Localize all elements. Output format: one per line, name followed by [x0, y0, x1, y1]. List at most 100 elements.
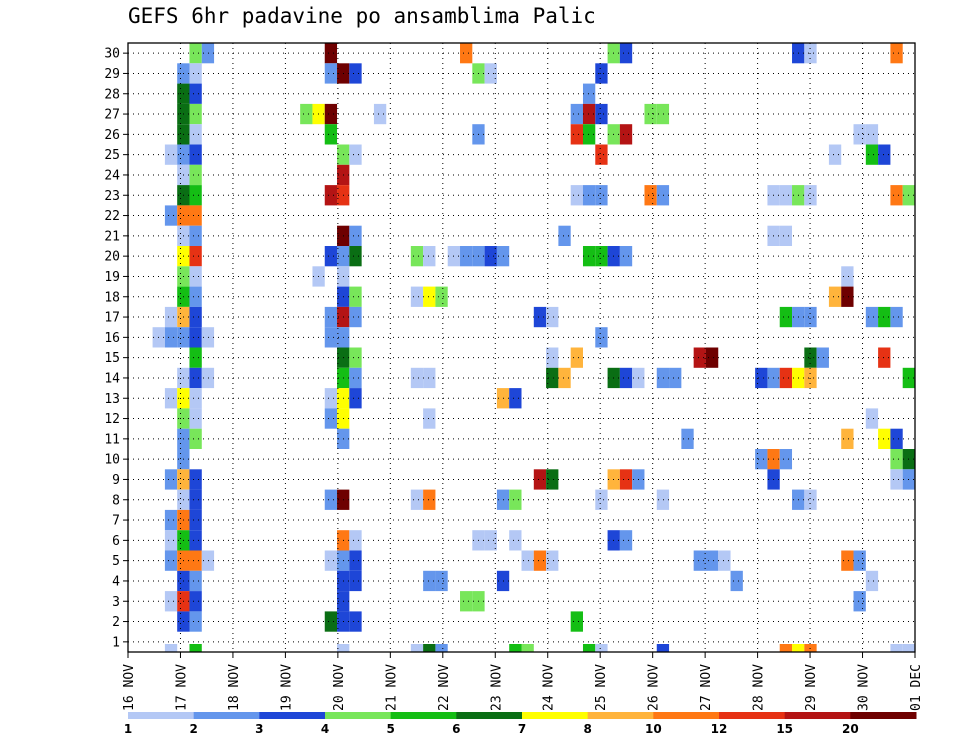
y-tick-label: 25	[104, 148, 120, 163]
precip-cell	[189, 611, 202, 632]
precip-cell	[423, 489, 436, 510]
x-tick-label: 21 NOV	[384, 664, 399, 711]
x-tick-label: 16 NOV	[122, 664, 137, 711]
precip-cell	[902, 644, 915, 652]
precip-cell	[693, 347, 706, 368]
y-tick-label: 22	[104, 209, 120, 224]
precip-cell	[890, 644, 903, 652]
precip-cell	[189, 591, 202, 612]
precip-cell	[324, 124, 338, 145]
precip-cell	[853, 124, 866, 145]
y-tick-label: 15	[104, 351, 120, 366]
precip-cell	[423, 246, 436, 267]
y-tick-label: 28	[104, 87, 120, 102]
precip-cell	[189, 367, 202, 389]
precip-cell	[779, 185, 793, 206]
precip-cell	[189, 530, 202, 551]
precip-cell	[189, 550, 202, 571]
precip-cell	[546, 469, 559, 490]
precip-cell	[595, 644, 608, 652]
precip-cell	[189, 347, 202, 368]
precip-cell	[619, 367, 633, 389]
precip-cell	[595, 489, 608, 510]
precip-cell	[595, 185, 608, 206]
precip-cell	[189, 225, 202, 246]
precip-cell	[755, 449, 768, 470]
precip-cell	[582, 83, 596, 104]
precip-cell	[841, 286, 854, 307]
precip-cell	[189, 246, 202, 267]
precip-cell	[656, 489, 670, 510]
precip-cell	[779, 306, 793, 328]
precip-cell	[423, 644, 436, 652]
precip-cell	[890, 306, 903, 328]
precip-cell	[349, 347, 362, 368]
legend-label: 2	[189, 722, 197, 736]
precip-cell	[595, 103, 608, 125]
precip-cell	[865, 124, 879, 145]
precip-cell	[619, 246, 633, 267]
y-tick-label: 16	[104, 331, 120, 346]
precip-cell	[595, 63, 608, 84]
y-tick-label: 19	[104, 270, 120, 285]
precip-cell	[164, 388, 178, 409]
precip-cell	[164, 469, 178, 490]
y-tick-label: 5	[112, 554, 120, 569]
legend-label: 15	[776, 722, 793, 736]
precip-cell	[349, 570, 362, 592]
x-tick-label: 24 NOV	[542, 664, 557, 711]
precip-cell	[423, 286, 436, 307]
precip-cell	[755, 367, 768, 389]
precip-cell	[324, 550, 338, 571]
x-tick-label: 26 NOV	[647, 664, 662, 711]
legend-swatch	[784, 712, 851, 719]
precip-cell	[423, 367, 436, 389]
chart-title: GEFS 6hr padavine po ansamblima Palic	[128, 4, 596, 28]
precip-cell	[300, 103, 313, 125]
precip-cell	[853, 591, 866, 612]
precip-cell	[570, 103, 583, 125]
precip-cell	[324, 408, 338, 429]
precip-cell	[189, 489, 202, 510]
legend-label: 6	[452, 722, 460, 736]
precip-cell	[509, 644, 522, 652]
legend-swatch	[522, 712, 589, 719]
precip-cell	[189, 103, 202, 125]
precip-cell	[189, 83, 202, 104]
precip-cell	[349, 144, 362, 165]
precip-cell	[718, 550, 731, 571]
x-tick-label: 01 DEC	[909, 664, 924, 711]
precip-cell	[460, 43, 473, 64]
precip-cell	[853, 550, 866, 571]
precip-cell	[201, 327, 215, 348]
precip-cell	[595, 246, 608, 267]
precip-cell	[890, 449, 903, 470]
x-tick-label: 22 NOV	[437, 664, 452, 711]
precip-cell	[509, 388, 522, 409]
precip-cell	[164, 327, 178, 348]
precip-cell	[582, 124, 596, 145]
precip-cell	[878, 347, 891, 368]
precip-cell	[164, 550, 178, 571]
x-tick-label: 28 NOV	[752, 664, 767, 711]
precip-cell	[570, 185, 583, 206]
x-tick-label: 30 NOV	[857, 664, 872, 711]
precip-cell	[189, 408, 202, 429]
precip-cell	[484, 246, 497, 267]
precip-cell	[324, 306, 338, 328]
y-tick-label: 7	[112, 514, 120, 529]
precip-cell	[828, 286, 842, 307]
y-tick-label: 13	[104, 392, 120, 407]
precip-cell	[324, 43, 338, 64]
y-tick-label: 11	[104, 432, 120, 447]
legend-label: 20	[842, 722, 859, 736]
x-tick-label: 29 NOV	[804, 664, 819, 711]
precip-cell	[410, 246, 424, 267]
precip-cell	[189, 266, 202, 287]
precip-cell	[509, 530, 522, 551]
precip-cell	[349, 530, 362, 551]
legend-swatch	[719, 712, 786, 719]
y-tick-label: 14	[104, 371, 120, 386]
precip-cell	[349, 306, 362, 328]
legend-label: 12	[711, 722, 728, 736]
